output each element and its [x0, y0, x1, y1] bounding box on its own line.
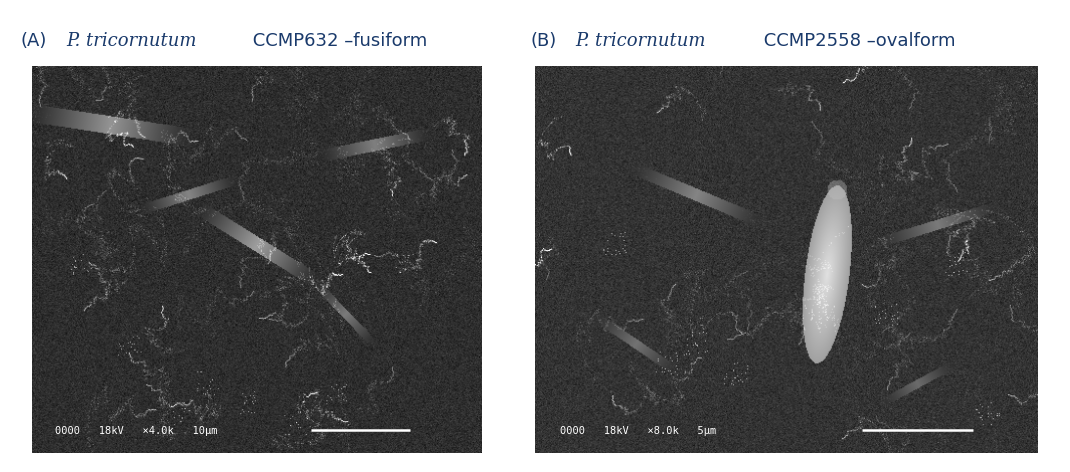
Text: 0000   18kV   ×8.0k   5μm: 0000 18kV ×8.0k 5μm: [561, 426, 717, 436]
Text: P. tricornutum: P. tricornutum: [575, 32, 705, 50]
Text: CCMP632 –fusiform: CCMP632 –fusiform: [246, 32, 427, 50]
Text: 0000   18kV   ×4.0k   10μm: 0000 18kV ×4.0k 10μm: [55, 426, 217, 436]
Text: CCMP2558 –ovalform: CCMP2558 –ovalform: [759, 32, 956, 50]
Text: (B): (B): [531, 32, 556, 50]
Text: P. tricornutum: P. tricornutum: [66, 32, 197, 50]
Text: (A): (A): [20, 32, 47, 50]
